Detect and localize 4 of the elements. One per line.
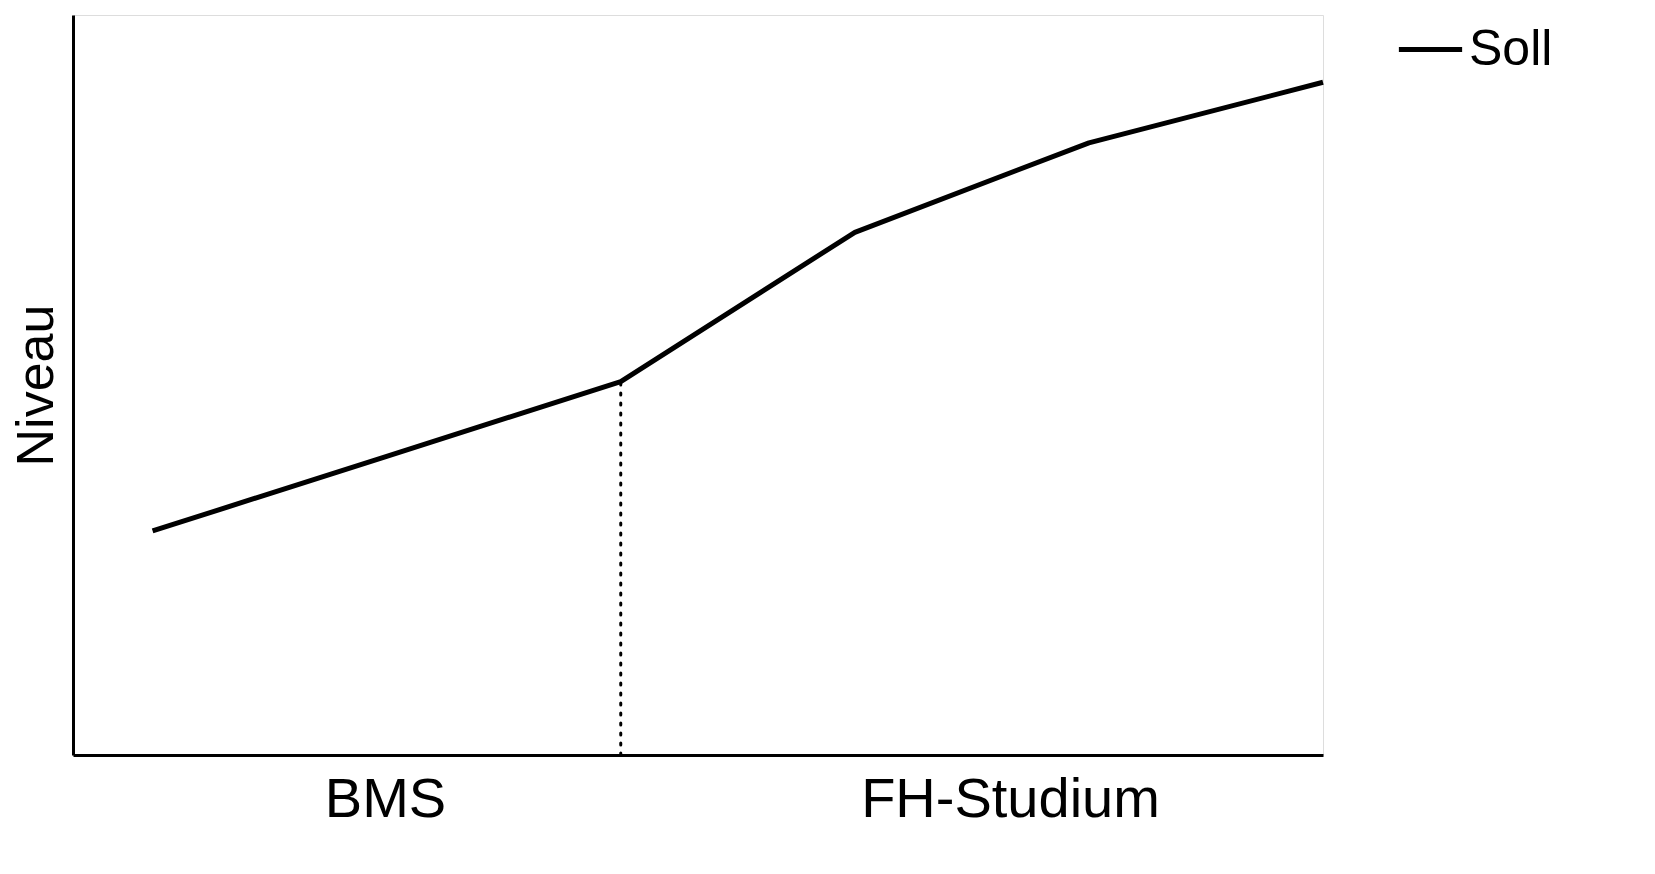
text: BMS xyxy=(324,766,447,829)
y-axis-title: Niveau xyxy=(5,304,64,467)
legend-label: Soll xyxy=(1469,19,1553,76)
text: FH-Studium xyxy=(861,766,1160,829)
